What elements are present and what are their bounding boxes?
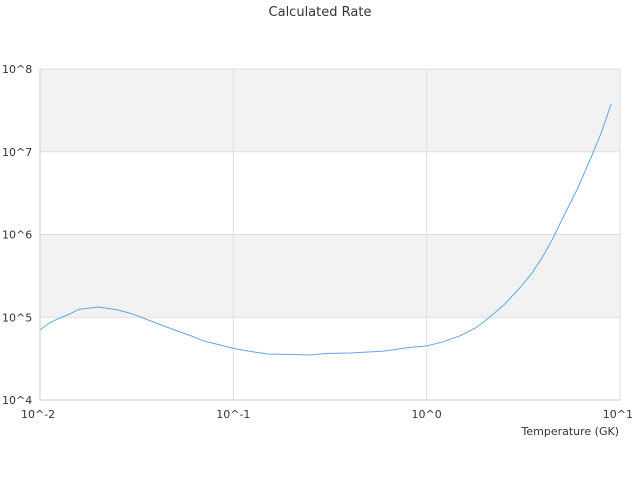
y-tick-label: 10^5 — [2, 311, 32, 324]
y-tick-label: 10^7 — [2, 146, 32, 159]
x-tick-label: 10^1 — [603, 408, 633, 421]
x-axis-label: Temperature (GK) — [521, 425, 620, 438]
plot-bands — [40, 69, 620, 318]
y-tick-label: 10^4 — [2, 394, 32, 407]
x-tick-label: 10^-2 — [21, 408, 55, 421]
chart-title: Calculated Rate — [269, 5, 372, 20]
series-layer — [39, 103, 612, 356]
tick-labels: 10^4 10^5 10^6 10^7 10^8 10^-2 10^-1 10^0 10^1 — [2, 63, 633, 421]
plot-band — [40, 69, 620, 152]
plot-band — [40, 234, 620, 318]
x-tick-label: 10^0 — [412, 408, 442, 421]
x-tick-label: 10^-1 — [216, 408, 250, 421]
plot-axes — [39, 69, 620, 401]
y-tick-label: 10^8 — [2, 63, 32, 76]
y-tick-label: 10^6 — [2, 229, 32, 242]
series-line — [39, 103, 612, 356]
